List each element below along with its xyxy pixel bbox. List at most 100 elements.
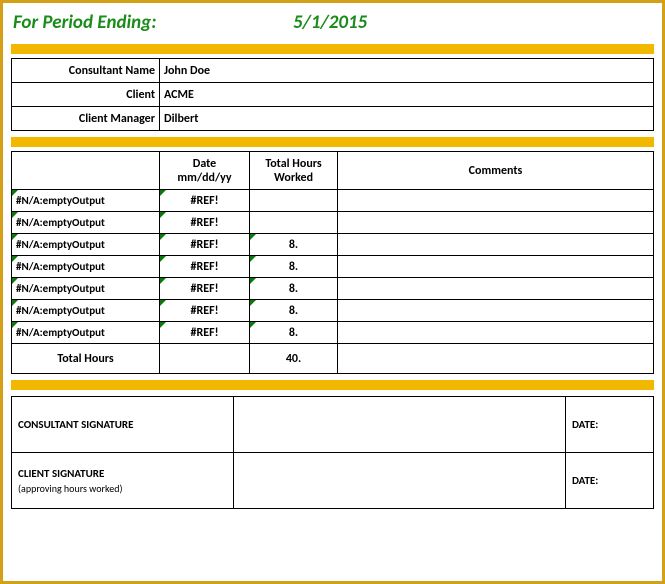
- signature-section: CONSULTANT SIGNATURE DATE: CLIENT SIGNAT…: [11, 396, 654, 509]
- date-cell[interactable]: #REF!: [160, 212, 250, 234]
- error-marker-icon: [250, 322, 256, 328]
- error-marker-icon: [12, 212, 18, 218]
- error-marker-icon: [160, 256, 166, 262]
- comments-cell[interactable]: [338, 278, 654, 300]
- table-row: #N/A:emptyOutput #REF! 8.: [12, 234, 654, 256]
- date-cell[interactable]: #REF!: [160, 300, 250, 322]
- col-day-header: [12, 152, 160, 190]
- day-cell[interactable]: #N/A:emptyOutput: [12, 234, 160, 256]
- date-cell[interactable]: #REF!: [160, 278, 250, 300]
- day-value: #N/A:emptyOutput: [16, 304, 105, 317]
- table-row: #N/A:emptyOutput #REF! 8.: [12, 322, 654, 344]
- total-hours-cell: 40.: [250, 344, 338, 374]
- error-marker-icon: [250, 234, 256, 240]
- day-value: #N/A:emptyOutput: [16, 260, 105, 273]
- timesheet-form: For Period Ending: 5/1/2015 Consultant N…: [0, 0, 665, 584]
- table-row: #N/A:emptyOutput #REF! 8.: [12, 278, 654, 300]
- client-label: Client: [12, 83, 160, 107]
- client-manager-label: Client Manager: [12, 107, 160, 131]
- comments-cell[interactable]: [338, 300, 654, 322]
- hours-value: 8.: [289, 238, 298, 252]
- date-value: #REF!: [190, 304, 218, 318]
- client-signature-label: CLIENT SIGNATURE (approving hours worked…: [12, 453, 234, 509]
- comments-cell[interactable]: [338, 212, 654, 234]
- date-value: #REF!: [190, 216, 218, 230]
- table-row: #N/A:emptyOutput #REF!: [12, 190, 654, 212]
- date-header-line1: Date: [193, 157, 216, 171]
- info-section: Consultant Name John Doe Client ACME Cli…: [11, 58, 654, 131]
- client-signature-field[interactable]: [234, 453, 566, 509]
- hours-cell[interactable]: 8.: [250, 300, 338, 322]
- hours-cell[interactable]: [250, 212, 338, 234]
- day-cell[interactable]: #N/A:emptyOutput: [12, 322, 160, 344]
- consultant-name-value[interactable]: John Doe: [160, 59, 654, 83]
- table-row: #N/A:emptyOutput #REF! 8.: [12, 300, 654, 322]
- divider-bar: [11, 44, 654, 54]
- total-label: Total Hours: [12, 344, 160, 374]
- table-row: Client ACME: [12, 83, 654, 107]
- error-marker-icon: [160, 234, 166, 240]
- error-marker-icon: [160, 212, 166, 218]
- error-marker-icon: [12, 256, 18, 262]
- hours-cell[interactable]: 8.: [250, 278, 338, 300]
- comments-cell[interactable]: [338, 322, 654, 344]
- day-cell[interactable]: #N/A:emptyOutput: [12, 190, 160, 212]
- date-value: #REF!: [190, 194, 218, 208]
- date-value: #REF!: [190, 326, 218, 340]
- consultant-date-label[interactable]: DATE:: [566, 397, 654, 453]
- error-marker-icon: [160, 300, 166, 306]
- day-value: #N/A:emptyOutput: [16, 326, 105, 339]
- day-cell[interactable]: #N/A:emptyOutput: [12, 212, 160, 234]
- day-cell[interactable]: #N/A:emptyOutput: [12, 300, 160, 322]
- error-marker-icon: [12, 234, 18, 240]
- error-marker-icon: [160, 322, 166, 328]
- error-marker-icon: [250, 256, 256, 262]
- hours-value: 8.: [289, 304, 298, 318]
- date-cell[interactable]: #REF!: [160, 190, 250, 212]
- table-row: Client Manager Dilbert: [12, 107, 654, 131]
- total-date-cell: [160, 344, 250, 374]
- consultant-signature-field[interactable]: [234, 397, 566, 453]
- day-cell[interactable]: #N/A:emptyOutput: [12, 256, 160, 278]
- day-value: #N/A:emptyOutput: [16, 216, 105, 229]
- error-marker-icon: [12, 278, 18, 284]
- timesheet-table: Date mm/dd/yy Total Hours Worked Comment…: [11, 151, 654, 374]
- hours-value: 8.: [289, 282, 298, 296]
- hours-cell[interactable]: 8.: [250, 234, 338, 256]
- hours-value: 8.: [289, 260, 298, 274]
- date-cell[interactable]: #REF!: [160, 234, 250, 256]
- divider-bar: [11, 137, 654, 147]
- divider-bar: [11, 380, 654, 390]
- hours-header-line1: Total Hours: [265, 157, 321, 171]
- col-comments-header: Comments: [338, 152, 654, 190]
- day-value: #N/A:emptyOutput: [16, 194, 105, 207]
- col-date-header: Date mm/dd/yy: [160, 152, 250, 190]
- date-header-line2: mm/dd/yy: [177, 171, 231, 185]
- table-row: #N/A:emptyOutput #REF!: [12, 212, 654, 234]
- date-value: #REF!: [190, 238, 218, 252]
- day-value: #N/A:emptyOutput: [16, 282, 105, 295]
- total-row: Total Hours 40.: [12, 344, 654, 374]
- date-cell[interactable]: #REF!: [160, 256, 250, 278]
- hours-cell[interactable]: 8.: [250, 322, 338, 344]
- client-signature-main: CLIENT SIGNATURE: [18, 467, 104, 480]
- client-manager-value[interactable]: Dilbert: [160, 107, 654, 131]
- hours-cell[interactable]: [250, 190, 338, 212]
- table-row: CLIENT SIGNATURE (approving hours worked…: [12, 453, 654, 509]
- comments-cell[interactable]: [338, 256, 654, 278]
- error-marker-icon: [250, 300, 256, 306]
- comments-cell[interactable]: [338, 190, 654, 212]
- consultant-signature-label: CONSULTANT SIGNATURE: [12, 397, 234, 453]
- comments-cell[interactable]: [338, 234, 654, 256]
- table-row: CONSULTANT SIGNATURE DATE:: [12, 397, 654, 453]
- table-row: Consultant Name John Doe: [12, 59, 654, 83]
- client-value[interactable]: ACME: [160, 83, 654, 107]
- hours-cell[interactable]: 8.: [250, 256, 338, 278]
- client-date-label[interactable]: DATE:: [566, 453, 654, 509]
- error-marker-icon: [12, 322, 18, 328]
- error-marker-icon: [250, 278, 256, 284]
- hours-header-line2: Worked: [274, 171, 313, 185]
- date-cell[interactable]: #REF!: [160, 322, 250, 344]
- period-date: 5/1/2015: [293, 11, 367, 34]
- day-cell[interactable]: #N/A:emptyOutput: [12, 278, 160, 300]
